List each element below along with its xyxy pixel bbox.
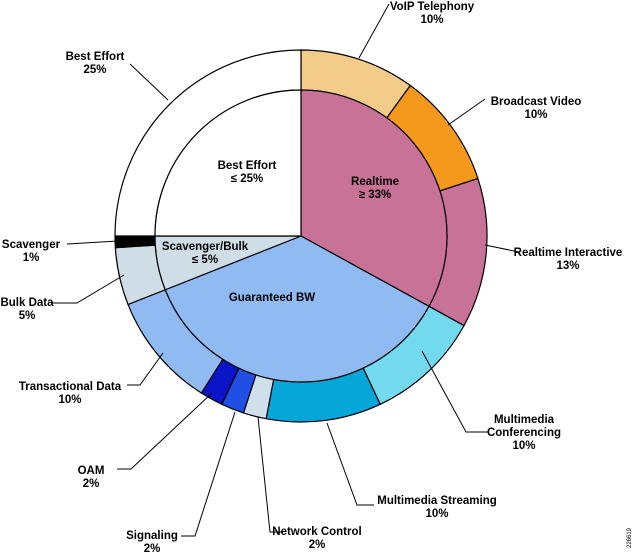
slice-labels: VoIP Telephony 10%Broadcast Video 10%Realt… — [0, 1, 622, 555]
label-realtime-interactive: Realtime Interactive 13% — [514, 247, 623, 272]
label-network-control-line-2: 2% — [309, 539, 326, 551]
leader-line-signaling — [181, 411, 236, 537]
label-multimedia-conferencing-line-3: 10% — [512, 440, 535, 452]
figure-id: 226619 — [627, 527, 633, 548]
inner-label-scavenger-bulk-line-1: Scavenger/Bulk — [162, 241, 249, 253]
label-best-effort-line-2: 25% — [83, 64, 106, 76]
label-multimedia-conferencing-line-2: Conferencing — [487, 427, 561, 439]
inner-label-best-effort-line-2: ≤ 25% — [231, 173, 264, 185]
label-realtime-interactive-line-1: Realtime Interactive — [514, 247, 623, 259]
label-bulk-data-line-2: 5% — [19, 310, 36, 322]
label-scavenger-line-1: Scavenger — [2, 239, 61, 251]
outer-ring — [114, 49, 488, 423]
inner-label-best-effort-line-1: Best Effort — [218, 160, 277, 172]
inner-label-best-effort: Best Effort ≤ 25% — [218, 160, 277, 185]
leader-lines — [52, 3, 520, 537]
inner-ring — [154, 89, 448, 383]
label-signaling-line-2: 2% — [144, 543, 161, 555]
label-voip-telephony-line-2: 10% — [420, 14, 443, 26]
label-scavenger-line-2: 1% — [23, 252, 40, 264]
label-multimedia-streaming: Multimedia Streaming 10% — [377, 495, 497, 520]
leader-line-best-effort — [129, 63, 169, 101]
inner-label-guaranteed-bw: Guaranteed BW — [229, 292, 315, 304]
leader-line-realtime-interactive — [484, 244, 520, 253]
label-multimedia-streaming-line-2: 10% — [425, 508, 448, 520]
outer-slice-scavenger — [114, 235, 156, 249]
inner-label-realtime-line-2: ≥ 33% — [359, 189, 392, 201]
label-voip-telephony-line-1: VoIP Telephony — [390, 1, 475, 13]
leader-line-scavenger — [66, 240, 119, 245]
inner-label-realtime-line-1: Realtime — [351, 176, 399, 188]
label-multimedia-conferencing: Multimedia Conferencing 10% — [487, 414, 561, 452]
label-multimedia-streaming-line-1: Multimedia Streaming — [377, 495, 497, 507]
label-oam-line-2: 2% — [83, 478, 100, 490]
leader-line-broadcast-video — [447, 98, 486, 126]
label-scavenger: Scavenger 1% — [2, 239, 61, 264]
inner-label-guaranteed-bw-line-1: Guaranteed BW — [229, 292, 315, 304]
leader-line-transactional-data — [127, 352, 164, 386]
label-voip-telephony: VoIP Telephony 10% — [390, 1, 475, 26]
inner-label-scavenger-bulk-line-2: ≤ 5% — [192, 254, 218, 266]
label-broadcast-video: Broadcast Video 10% — [491, 96, 582, 121]
label-broadcast-video-line-2: 10% — [524, 109, 547, 121]
label-signaling: Signaling 2% — [126, 530, 178, 555]
label-oam: OAM 2% — [78, 465, 105, 490]
label-transactional-data: Transactional Data 10% — [19, 381, 122, 406]
label-transactional-data-line-1: Transactional Data — [19, 381, 122, 393]
leader-line-bulk-data — [52, 274, 125, 304]
inner-label-scavenger-bulk: Scavenger/Bulk ≤ 5% — [162, 241, 249, 266]
label-broadcast-video-line-1: Broadcast Video — [491, 96, 582, 108]
leader-line-multimedia-streaming — [326, 422, 374, 506]
label-signaling-line-1: Signaling — [126, 530, 178, 542]
label-bulk-data-line-1: Bulk Data — [0, 297, 54, 309]
inner-label-realtime: Realtime ≥ 33% — [351, 176, 399, 201]
inner-slice-guaranteed-bw — [164, 235, 430, 383]
inner-slice-best-effort — [154, 89, 302, 237]
label-network-control-line-1: Network Control — [272, 526, 361, 538]
label-bulk-data: Bulk Data 5% — [0, 297, 54, 322]
leader-line-oam — [117, 392, 213, 470]
label-best-effort-line-1: Best Effort — [66, 51, 125, 63]
leader-line-network-control — [257, 416, 283, 533]
label-network-control: Network Control 2% — [272, 526, 361, 551]
inner-slice-realtime — [300, 89, 448, 308]
label-multimedia-conferencing-line-1: Multimedia — [494, 414, 555, 426]
label-best-effort: Best Effort 25% — [66, 51, 125, 76]
leader-line-multimedia-conferencing — [421, 350, 489, 433]
leader-line-voip-telephony — [358, 3, 390, 59]
label-transactional-data-line-2: 10% — [58, 394, 81, 406]
label-oam-line-1: OAM — [78, 465, 105, 477]
label-realtime-interactive-line-2: 13% — [556, 260, 579, 272]
